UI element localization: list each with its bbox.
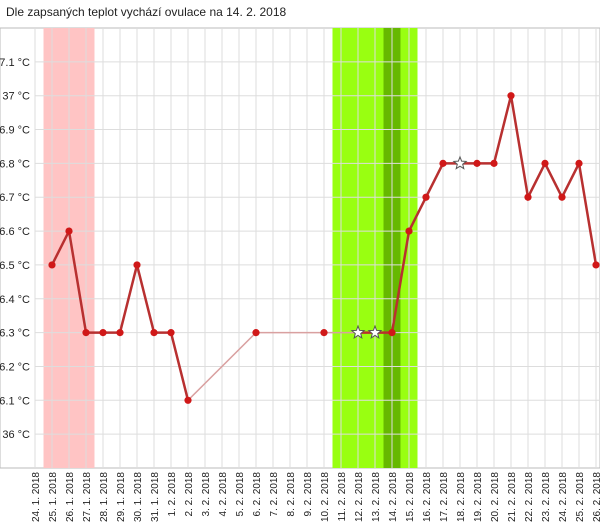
- data-point: [541, 159, 549, 167]
- x-tick-label: 9. 2. 2018: [303, 472, 314, 517]
- x-tick-label: 19. 2. 2018: [473, 472, 484, 522]
- x-tick-label: 30. 1. 2018: [133, 472, 144, 522]
- x-tick-label: 12. 2. 2018: [354, 472, 365, 522]
- data-point: [116, 329, 124, 337]
- x-tick-label: 21. 2. 2018: [507, 472, 518, 522]
- data-point: [405, 227, 413, 235]
- x-tick-label: 14. 2. 2018: [388, 472, 399, 522]
- gap-connector: [187, 332, 257, 401]
- data-point: [558, 193, 566, 201]
- x-tick-label: 29. 1. 2018: [116, 472, 127, 522]
- x-tick-label: 22. 2. 2018: [524, 472, 535, 522]
- x-tick-label: 15. 2. 2018: [405, 472, 416, 522]
- x-tick-label: 25. 1. 2018: [48, 472, 59, 522]
- y-tick-label: 36.3 °C: [0, 328, 30, 340]
- star-point: [350, 324, 366, 340]
- data-point: [252, 329, 260, 337]
- x-tick-label: 7. 2. 2018: [269, 472, 280, 517]
- x-tick-label: 31. 1. 2018: [150, 472, 161, 522]
- x-tick-label: 6. 2. 2018: [252, 472, 263, 517]
- data-point: [592, 261, 600, 269]
- x-tick-label: 1. 2. 2018: [167, 472, 178, 517]
- x-tick-label: 16. 2. 2018: [422, 472, 433, 522]
- x-tick-label: 23. 2. 2018: [541, 472, 552, 522]
- plot-frame: [0, 27, 600, 469]
- data-point: [320, 329, 328, 337]
- data-point: [133, 261, 141, 269]
- x-tick-label: 24. 2. 2018: [558, 472, 569, 522]
- y-tick-label: 36.5 °C: [0, 260, 30, 272]
- star-point: [367, 324, 383, 340]
- y-tick-label: 36.2 °C: [0, 361, 30, 373]
- x-tick-label: 10. 2. 2018: [320, 472, 331, 522]
- x-tick-label: 2. 2. 2018: [184, 472, 195, 517]
- y-tick-label: 36.9 °C: [0, 125, 30, 137]
- y-tick-label: 37.1 °C: [0, 57, 30, 69]
- data-point: [507, 92, 515, 100]
- y-tick-label: 36.4 °C: [0, 294, 30, 306]
- x-tick-label: 13. 2. 2018: [371, 472, 382, 522]
- y-tick-label: 36.8 °C: [0, 158, 30, 170]
- y-tick-label: 37 °C: [2, 91, 30, 103]
- x-tick-label: 24. 1. 2018: [31, 472, 42, 522]
- x-tick-label: 3. 2. 2018: [201, 472, 212, 517]
- data-point: [524, 193, 532, 201]
- data-point: [48, 261, 56, 269]
- data-point: [439, 159, 447, 167]
- x-tick-label: 26. 1. 2018: [65, 472, 76, 522]
- x-tick-label: 5. 2. 2018: [235, 472, 246, 517]
- data-point: [473, 159, 481, 167]
- x-tick-label: 17. 2. 2018: [439, 472, 450, 522]
- data-point: [167, 329, 175, 337]
- y-tick-label: 36 °C: [2, 429, 30, 441]
- y-tick-label: 36.6 °C: [0, 226, 30, 238]
- x-tick-label: 18. 2. 2018: [456, 472, 467, 522]
- chart-title: Dle zapsaných teplot vychází ovulace na …: [6, 5, 287, 19]
- data-point: [65, 227, 73, 235]
- star-point: [452, 155, 468, 170]
- x-tick-label: 11. 2. 2018: [337, 472, 348, 522]
- data-point: [150, 329, 158, 337]
- data-point: [184, 396, 192, 404]
- x-tick-label: 28. 1. 2018: [99, 472, 110, 522]
- data-point: [575, 159, 583, 167]
- x-tick-label: 20. 2. 2018: [490, 472, 501, 522]
- x-tick-label: 8. 2. 2018: [286, 472, 297, 517]
- y-tick-label: 36.7 °C: [0, 192, 30, 204]
- x-tick-label: 27. 1. 2018: [82, 472, 93, 522]
- data-point: [490, 159, 498, 167]
- x-tick-label: 26. 2. 2018: [592, 472, 600, 522]
- data-point: [99, 329, 107, 337]
- x-tick-label: 4. 2. 2018: [218, 472, 229, 517]
- data-point: [388, 329, 396, 337]
- x-tick-label: 25. 2. 2018: [575, 472, 586, 522]
- data-point: [82, 329, 90, 337]
- y-tick-label: 36.1 °C: [0, 395, 30, 407]
- data-point: [422, 193, 430, 201]
